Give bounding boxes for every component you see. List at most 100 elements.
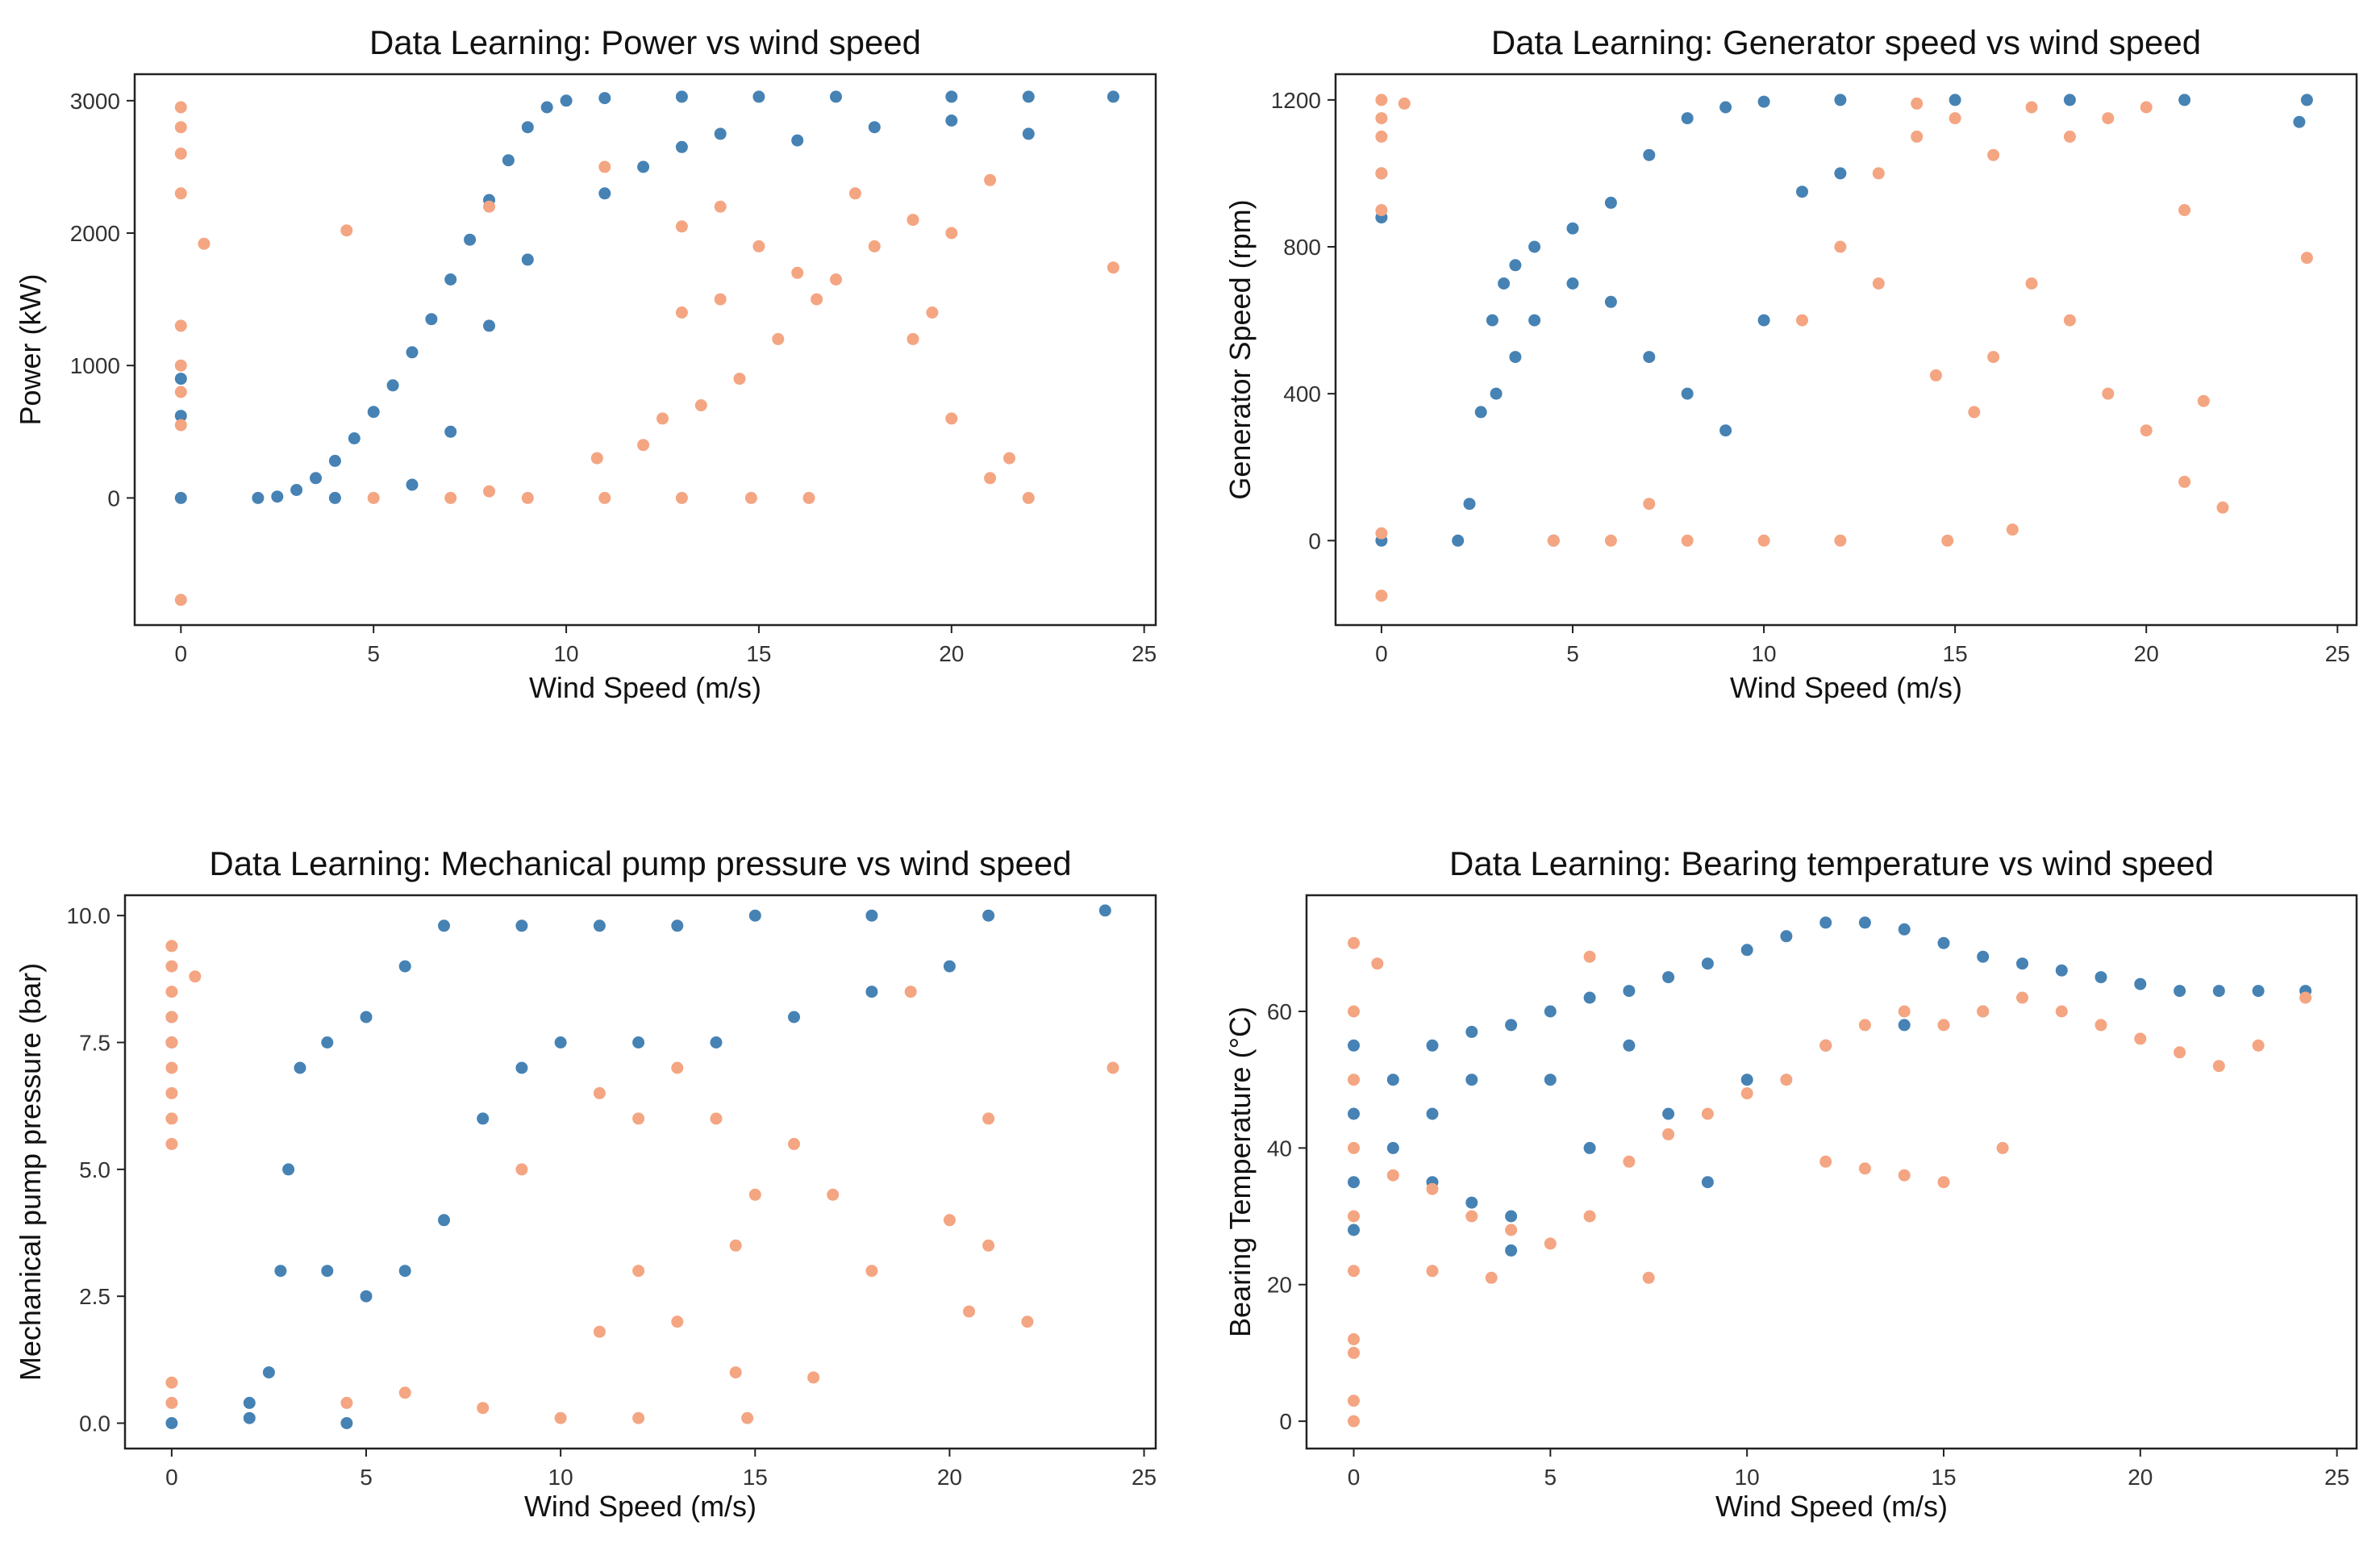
data-point-anomaly [984,173,997,186]
data-point-anomaly [1987,148,2000,161]
data-point-anomaly [632,1265,645,1278]
chart-title: Data Learning: Power vs wind speed [369,23,921,61]
data-point-normal [282,1163,295,1176]
data-point-normal [2300,94,2313,106]
data-point-anomaly [521,491,534,504]
data-point-anomaly [675,306,688,319]
x-axis-label: Wind Speed (m/s) [524,1490,757,1523]
data-point-anomaly [174,359,187,372]
data-point-normal [1022,90,1035,103]
data-point-anomaly [2102,387,2115,400]
data-point-anomaly [165,1112,178,1125]
data-point-anomaly [2216,501,2229,514]
data-point-anomaly [1872,277,1885,290]
data-point-normal [1528,314,1541,327]
data-point-anomaly [1485,1271,1498,1284]
data-point-anomaly [1386,1169,1399,1182]
data-point-normal [1509,259,1522,272]
data-point-normal [321,1036,334,1048]
data-point-anomaly [694,399,707,411]
data-point-normal [714,127,727,140]
data-point-normal [1486,314,1498,327]
data-point-anomaly [198,237,210,250]
data-point-normal [502,154,515,167]
data-point-anomaly [2006,523,2019,536]
data-point-normal [360,1011,373,1023]
data-point-normal [1505,1019,1518,1032]
data-point-anomaly [598,491,611,504]
data-point-normal [2252,985,2265,998]
data-point-normal [710,1036,723,1048]
data-point-anomaly [904,986,917,998]
data-point-normal [174,491,187,504]
x-tick-label: 10 [1735,1465,1760,1490]
data-point-normal [1490,387,1503,400]
data-point-anomaly [1375,204,1388,216]
data-point-normal [1465,1073,1478,1086]
chart-panel-2: Data Learning: Generator speed vs wind s… [1223,23,2358,704]
data-point-anomaly [984,472,997,485]
data-point-anomaly [2212,1060,2225,1073]
data-point-normal [1474,406,1487,419]
data-point-normal [367,406,380,419]
data-point-anomaly [2178,475,2191,488]
x-tick-label: 20 [937,1465,962,1490]
data-point-anomaly [554,1411,567,1424]
data-point-normal [1898,923,1911,936]
data-point-anomaly [1426,1265,1439,1278]
data-point-anomaly [744,491,757,504]
data-point-anomaly [2140,101,2153,114]
data-point-normal [477,1112,490,1125]
data-point-anomaly [1858,1162,1871,1175]
data-point-anomaly [1681,534,1694,547]
data-point-anomaly [1642,1271,1655,1284]
data-point-anomaly [1937,1019,1950,1032]
data-point-anomaly [675,220,688,233]
y-tick-label: 1000 [70,353,120,378]
data-point-normal [1583,991,1596,1004]
x-tick-label: 20 [2128,1465,2153,1490]
data-point-normal [438,1214,450,1227]
data-point-normal [294,1061,306,1074]
data-point-anomaly [174,101,187,114]
data-point-normal [1498,277,1511,290]
data-point-normal [398,960,411,973]
data-point-anomaly [165,1061,178,1074]
data-point-normal [1544,1005,1557,1018]
data-point-anomaly [165,1137,178,1150]
data-point-anomaly [2299,991,2312,1004]
data-point-anomaly [1022,491,1035,504]
data-point-anomaly [593,1325,606,1338]
x-axis-label: Wind Speed (m/s) [1730,671,1962,704]
data-point-normal [1107,90,1119,103]
data-point-normal [1098,904,1111,917]
data-point-normal [1681,387,1694,400]
data-point-normal [1528,240,1541,253]
data-point-anomaly [1623,1155,1636,1168]
data-point-anomaly [1968,406,1981,419]
data-point-normal [2063,94,2076,106]
data-point-anomaly [1348,1141,1360,1154]
data-point-anomaly [752,240,765,252]
data-point-anomaly [848,187,861,200]
data-point-normal [483,319,495,332]
data-point-normal [274,1265,287,1278]
data-point-anomaly [1505,1224,1518,1236]
data-point-anomaly [1583,950,1596,963]
data-point-normal [2016,957,2028,970]
data-point-anomaly [1987,351,2000,364]
data-point-anomaly [1858,1019,1871,1032]
data-point-anomaly [1348,936,1360,949]
x-tick-label: 25 [1132,641,1157,666]
data-point-anomaly [2140,424,2153,437]
data-point-normal [1386,1073,1399,1086]
data-point-normal [174,410,187,423]
data-point-normal [1662,1107,1675,1120]
x-tick-label: 10 [553,641,578,666]
data-point-anomaly [1583,1210,1596,1223]
data-point-normal [515,1061,528,1074]
data-point-anomaly [2134,1032,2147,1045]
x-tick-label: 10 [548,1465,573,1490]
data-point-anomaly [2055,1005,2068,1018]
plot-area [133,73,1157,627]
